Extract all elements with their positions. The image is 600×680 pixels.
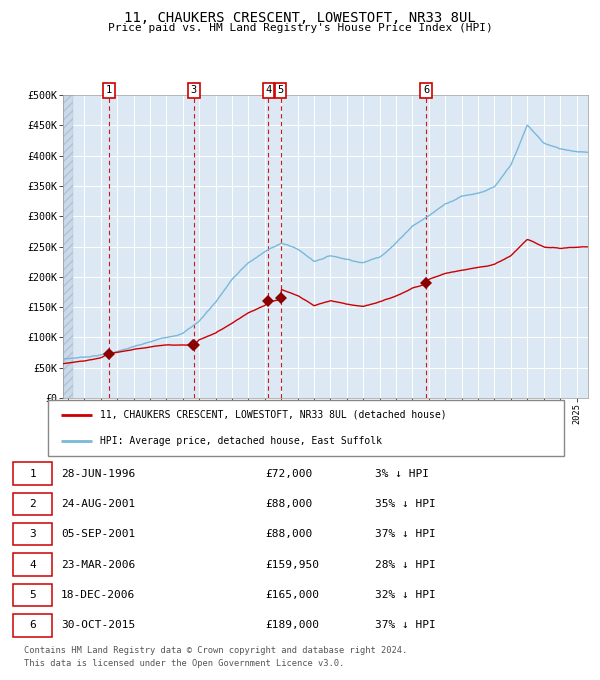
Text: 1: 1: [106, 85, 112, 95]
Bar: [63, 95, 73, 398]
Text: 6: 6: [423, 85, 429, 95]
Text: 28-JUN-1996: 28-JUN-1996: [61, 469, 135, 479]
FancyBboxPatch shape: [48, 400, 564, 456]
Text: 24-AUG-2001: 24-AUG-2001: [61, 499, 135, 509]
Text: £88,000: £88,000: [265, 499, 313, 509]
Text: £159,950: £159,950: [265, 560, 319, 570]
Text: 1: 1: [29, 469, 36, 479]
Text: 3% ↓ HPI: 3% ↓ HPI: [375, 469, 429, 479]
Text: 35% ↓ HPI: 35% ↓ HPI: [375, 499, 436, 509]
Text: 18-DEC-2006: 18-DEC-2006: [61, 590, 135, 600]
Text: 37% ↓ HPI: 37% ↓ HPI: [375, 529, 436, 539]
Text: 11, CHAUKERS CRESCENT, LOWESTOFT, NR33 8UL (detached house): 11, CHAUKERS CRESCENT, LOWESTOFT, NR33 8…: [100, 410, 446, 420]
Text: 5: 5: [277, 85, 284, 95]
Text: 5: 5: [29, 590, 36, 600]
Text: 11, CHAUKERS CRESCENT, LOWESTOFT, NR33 8UL: 11, CHAUKERS CRESCENT, LOWESTOFT, NR33 8…: [124, 11, 476, 25]
FancyBboxPatch shape: [13, 583, 52, 607]
FancyBboxPatch shape: [13, 554, 52, 576]
Text: 2: 2: [29, 499, 36, 509]
Text: £189,000: £189,000: [265, 620, 319, 630]
Text: Contains HM Land Registry data © Crown copyright and database right 2024.: Contains HM Land Registry data © Crown c…: [24, 646, 407, 655]
Text: 28% ↓ HPI: 28% ↓ HPI: [375, 560, 436, 570]
Text: £72,000: £72,000: [265, 469, 313, 479]
Text: Price paid vs. HM Land Registry's House Price Index (HPI): Price paid vs. HM Land Registry's House …: [107, 23, 493, 33]
Text: 6: 6: [29, 620, 36, 630]
Text: 05-SEP-2001: 05-SEP-2001: [61, 529, 135, 539]
FancyBboxPatch shape: [13, 492, 52, 515]
Text: £165,000: £165,000: [265, 590, 319, 600]
Text: 4: 4: [29, 560, 36, 570]
Text: 3: 3: [29, 529, 36, 539]
Text: HPI: Average price, detached house, East Suffolk: HPI: Average price, detached house, East…: [100, 436, 382, 445]
Text: 37% ↓ HPI: 37% ↓ HPI: [375, 620, 436, 630]
Text: 4: 4: [265, 85, 272, 95]
FancyBboxPatch shape: [13, 614, 52, 636]
Text: This data is licensed under the Open Government Licence v3.0.: This data is licensed under the Open Gov…: [24, 659, 344, 668]
FancyBboxPatch shape: [13, 462, 52, 485]
FancyBboxPatch shape: [13, 523, 52, 545]
Text: 32% ↓ HPI: 32% ↓ HPI: [375, 590, 436, 600]
Text: 30-OCT-2015: 30-OCT-2015: [61, 620, 135, 630]
Text: 3: 3: [191, 85, 197, 95]
Text: 23-MAR-2006: 23-MAR-2006: [61, 560, 135, 570]
Text: £88,000: £88,000: [265, 529, 313, 539]
